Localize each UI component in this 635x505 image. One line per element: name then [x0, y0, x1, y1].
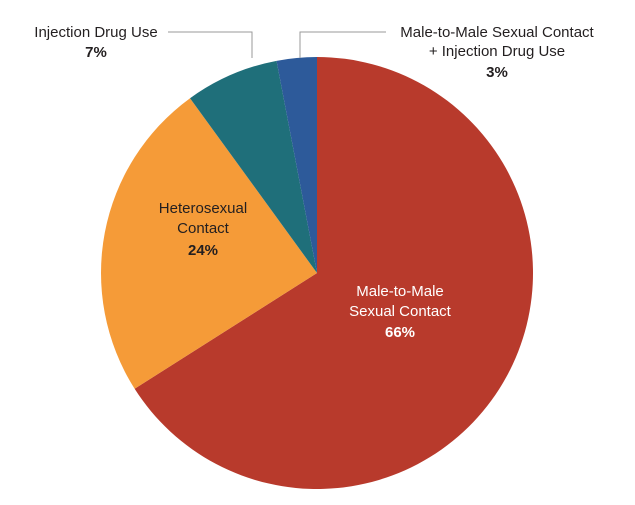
- slice-percent-idu: 7%: [85, 44, 107, 61]
- slice-label-injection-drug-use: Injection Drug Use 7%: [34, 24, 157, 61]
- pie-slice-3: [276, 57, 317, 273]
- slice-label-hetero-line-1: Heterosexual: [159, 200, 247, 217]
- pie-slice-1: [101, 98, 317, 389]
- slice-label-hetero-line-2: Contact: [177, 220, 230, 237]
- slice-label-heterosexual-contact: Heterosexual Contact 24%: [159, 200, 247, 259]
- pie-slice-2: [190, 60, 317, 273]
- slice-label-msm-idu-line-1: Male-to-Male Sexual Contact: [400, 24, 594, 41]
- slice-percent-msm-idu: 3%: [486, 64, 508, 81]
- slice-label-msm-and-idu: Male-to-Male Sexual Contact + Injection …: [400, 24, 594, 81]
- slice-label-msm-idu-line-2: + Injection Drug Use: [429, 43, 565, 60]
- slice-percent-hetero: 24%: [188, 242, 218, 259]
- slice-label-male-to-male-sexual-contact: Male-to-Male Sexual Contact 66%: [349, 283, 452, 341]
- pie-slices: [101, 57, 534, 489]
- slice-label-msm-line-2: Sexual Contact: [349, 303, 452, 320]
- leader-line-msm-idu: [299, 31, 386, 58]
- pie-slice-0: [134, 57, 534, 489]
- slice-percent-msm: 66%: [385, 324, 415, 341]
- slice-label-idu-line-1: Injection Drug Use: [34, 24, 157, 41]
- leader-line-injection-drug-use: [168, 31, 253, 58]
- slice-label-msm-line-1: Male-to-Male: [356, 283, 444, 300]
